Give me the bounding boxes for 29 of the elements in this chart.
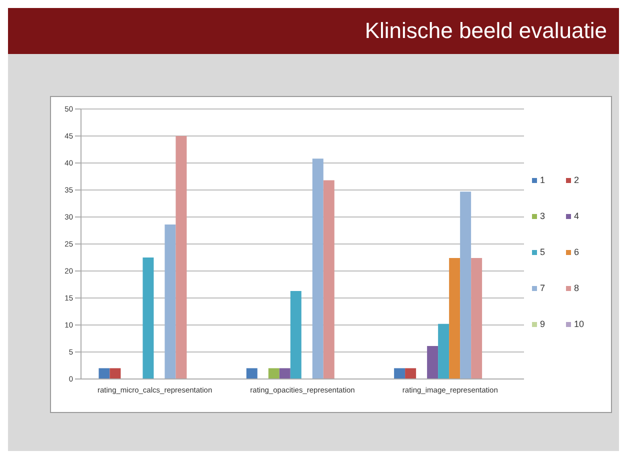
- bar: [279, 368, 290, 379]
- bar: [405, 368, 416, 379]
- bar: [246, 368, 258, 379]
- legend-label: 3: [540, 211, 546, 221]
- bar: [449, 258, 460, 379]
- legend-label: 10: [574, 319, 584, 329]
- bar: [290, 290, 302, 379]
- bar: [471, 258, 482, 379]
- bar: [176, 136, 187, 379]
- bar: [394, 368, 406, 379]
- legend-label: 5: [540, 247, 546, 257]
- bar: [427, 346, 438, 379]
- bar: [312, 158, 324, 379]
- legend-label: 2: [574, 175, 580, 185]
- legend-label: 6: [574, 247, 580, 257]
- legend-label: 4: [574, 211, 580, 221]
- bar: [268, 368, 280, 379]
- legend-label: 7: [540, 283, 546, 293]
- chart-title: Klinische beeld evaluatie: [364, 18, 607, 44]
- legend-label: 8: [574, 283, 580, 293]
- bar: [460, 192, 472, 379]
- bar: [164, 224, 176, 379]
- bar: [323, 180, 334, 379]
- legend-label: 9: [540, 319, 546, 329]
- bar: [110, 368, 121, 379]
- bar: [142, 258, 154, 379]
- bar: [438, 324, 450, 379]
- legend-label: 1: [540, 175, 546, 185]
- bar: [98, 368, 110, 379]
